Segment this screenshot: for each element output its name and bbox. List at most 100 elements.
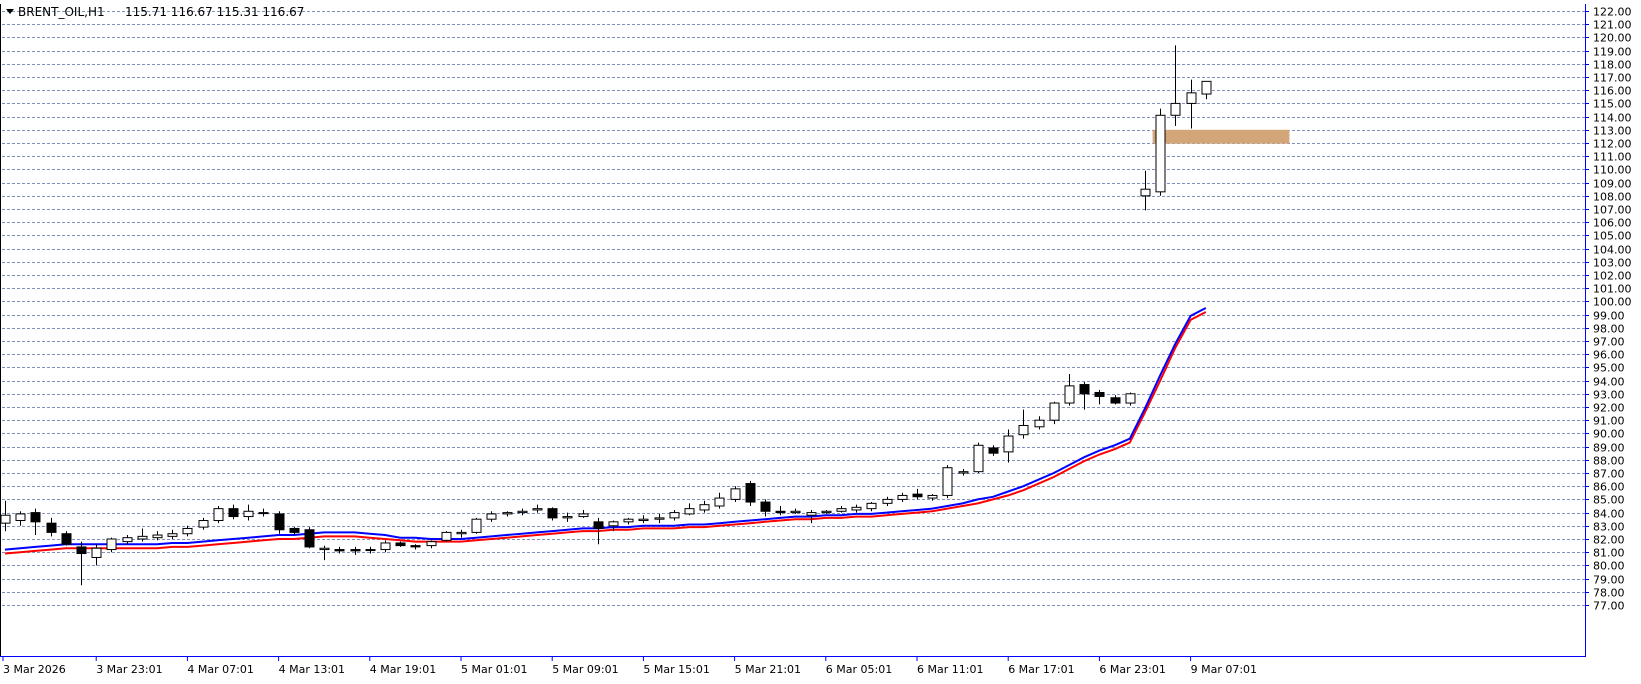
moving-averages-layer bbox=[4, 307, 1207, 555]
time-tick-label: 6 Mar 11:01 bbox=[917, 663, 983, 676]
price-tick-label: 110.00 bbox=[1593, 164, 1632, 177]
candle-body bbox=[532, 508, 543, 511]
candle-body bbox=[562, 516, 573, 519]
time-tick-label: 6 Mar 23:01 bbox=[1099, 663, 1165, 676]
dropdown-triangle-icon[interactable] bbox=[6, 9, 14, 14]
candle-body bbox=[821, 510, 832, 514]
candle-body bbox=[882, 498, 893, 504]
price-tick-label: 80.00 bbox=[1593, 560, 1625, 573]
candle-body bbox=[410, 545, 421, 548]
price-tick-label: 84.00 bbox=[1593, 508, 1625, 521]
price-tick-label: 102.00 bbox=[1593, 270, 1632, 283]
candle-body bbox=[152, 534, 163, 539]
ohlc-values: 115.71 116.67 115.31 116.67 bbox=[125, 5, 304, 19]
candle-body bbox=[638, 518, 649, 522]
candle-body bbox=[1079, 384, 1090, 395]
price-tick-label: 78.00 bbox=[1593, 587, 1625, 600]
price-tick-label: 117.00 bbox=[1593, 72, 1632, 85]
candle-body bbox=[61, 533, 72, 545]
candle-body bbox=[395, 542, 406, 547]
price-tick-label: 85.00 bbox=[1593, 494, 1625, 507]
price-tick-label: 97.00 bbox=[1593, 336, 1625, 349]
price-tick-label: 118.00 bbox=[1593, 59, 1632, 72]
candle-body bbox=[30, 512, 41, 523]
candle-body bbox=[426, 541, 437, 547]
candle-body bbox=[1049, 402, 1060, 421]
ma-fast-line bbox=[4, 307, 1207, 551]
price-tick-label: 100.00 bbox=[1593, 296, 1632, 309]
price-tick-label: 121.00 bbox=[1593, 19, 1632, 32]
candle-body bbox=[289, 527, 300, 533]
candle-body bbox=[669, 512, 680, 519]
time-tick-label: 5 Mar 09:01 bbox=[552, 663, 618, 676]
candle-body bbox=[228, 508, 239, 518]
candle-body bbox=[167, 533, 178, 537]
candle-body bbox=[699, 504, 710, 511]
price-tick-label: 77.00 bbox=[1593, 600, 1625, 613]
candle-body bbox=[1094, 391, 1105, 397]
candle-body bbox=[486, 513, 497, 520]
candle-body bbox=[76, 546, 87, 555]
candle-body bbox=[745, 483, 756, 503]
price-tick-label: 89.00 bbox=[1593, 442, 1625, 455]
price-tick-label: 83.00 bbox=[1593, 521, 1625, 534]
price-tick-label: 107.00 bbox=[1593, 204, 1632, 217]
candle-body bbox=[198, 520, 209, 528]
time-tick-label: 3 Mar 23:01 bbox=[96, 663, 162, 676]
candle-body bbox=[380, 542, 391, 551]
candle-body bbox=[775, 510, 786, 514]
candle-body bbox=[760, 501, 771, 512]
price-tick-label: 115.00 bbox=[1593, 98, 1632, 111]
time-tick-label: 3 Mar 2026 bbox=[3, 663, 66, 676]
candle-body bbox=[790, 510, 801, 514]
candle-body bbox=[897, 494, 908, 500]
candle-body bbox=[1155, 114, 1166, 193]
price-tick-label: 108.00 bbox=[1593, 191, 1632, 204]
price-tick-label: 112.00 bbox=[1593, 138, 1632, 151]
candle-body bbox=[258, 512, 269, 515]
time-tick-label: 9 Mar 07:01 bbox=[1191, 663, 1257, 676]
candle-body bbox=[213, 508, 224, 522]
candle-body bbox=[684, 508, 695, 515]
time-tick-label: 5 Mar 21:01 bbox=[735, 663, 801, 676]
candle-body bbox=[1201, 80, 1212, 95]
price-tick-label: 88.00 bbox=[1593, 455, 1625, 468]
candle-body bbox=[730, 488, 741, 500]
time-tick-label: 5 Mar 15:01 bbox=[643, 663, 709, 676]
candle-body bbox=[806, 512, 817, 516]
price-tick-label: 95.00 bbox=[1593, 362, 1625, 375]
candle-body bbox=[1186, 92, 1197, 104]
candle-body bbox=[927, 494, 938, 499]
price-tick-label: 99.00 bbox=[1593, 310, 1625, 323]
candle-body bbox=[122, 537, 133, 543]
price-tick-label: 90.00 bbox=[1593, 428, 1625, 441]
price-tick-label: 91.00 bbox=[1593, 415, 1625, 428]
price-tick-label: 96.00 bbox=[1593, 349, 1625, 362]
candle-body bbox=[46, 522, 57, 533]
candle-body bbox=[714, 497, 725, 507]
candle-body bbox=[1110, 397, 1121, 404]
price-tick-label: 82.00 bbox=[1593, 534, 1625, 547]
candle-body bbox=[274, 513, 285, 531]
price-tick-label: 120.00 bbox=[1593, 32, 1632, 45]
candle-body bbox=[1034, 419, 1045, 428]
price-tick-label: 103.00 bbox=[1593, 257, 1632, 270]
time-tick-label: 6 Mar 17:01 bbox=[1008, 663, 1074, 676]
candle-body bbox=[182, 527, 193, 535]
price-tick-label: 105.00 bbox=[1593, 230, 1632, 243]
time-axis: 3 Mar 2026 3 Mar 23:01 4 Mar 07:01 4 Mar 13… bbox=[2, 656, 1257, 676]
price-tick-label: 119.00 bbox=[1593, 46, 1632, 59]
candle-body bbox=[502, 512, 513, 515]
candles-layer bbox=[0, 45, 1212, 586]
candle-body bbox=[1018, 424, 1029, 436]
candle-body bbox=[547, 508, 558, 519]
candle-body bbox=[578, 513, 589, 518]
price-gridlines bbox=[2, 11, 1585, 606]
price-tick-label: 109.00 bbox=[1593, 178, 1632, 191]
ma-slow-line bbox=[4, 311, 1207, 555]
candle-body bbox=[137, 535, 148, 540]
candle-body bbox=[623, 518, 634, 523]
